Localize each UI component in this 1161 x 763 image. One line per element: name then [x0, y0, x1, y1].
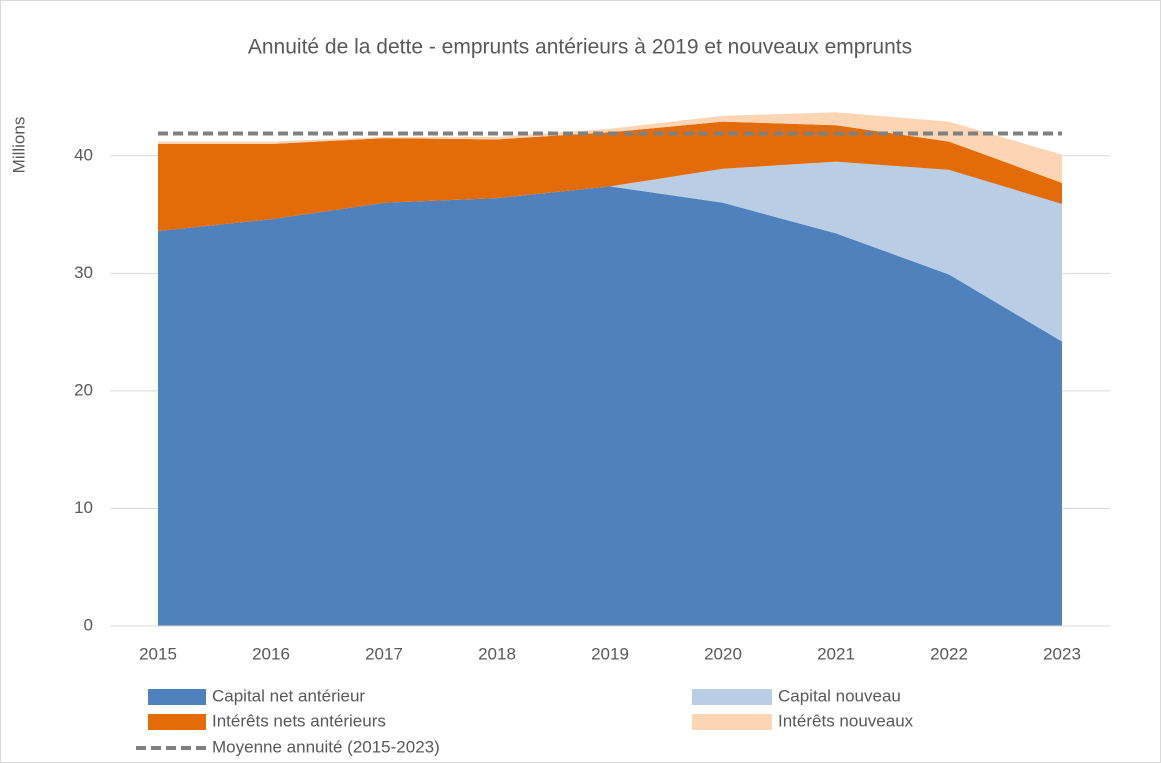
x-tick-label: 2021	[817, 644, 855, 663]
legend-label: Capital net antérieur	[212, 686, 365, 705]
legend-label: Capital nouveau	[778, 686, 901, 705]
area	[158, 161, 1062, 342]
x-tick-label: 2016	[252, 644, 290, 663]
x-tick-label: 2023	[1043, 644, 1081, 663]
legend-swatch	[692, 714, 772, 730]
area	[158, 121, 1062, 232]
x-tick-label: 2019	[591, 644, 629, 663]
y-axis-label: Millions	[9, 117, 28, 174]
area	[158, 186, 1062, 626]
legend-label: Intérêts nouveaux	[778, 711, 914, 730]
y-tick-label: 20	[74, 380, 93, 399]
legend-swatch	[148, 714, 206, 730]
x-tick-label: 2018	[478, 644, 516, 663]
legend-label: Moyenne annuité (2015-2023)	[212, 737, 440, 756]
y-tick-label: 10	[74, 498, 93, 517]
x-tick-label: 2022	[930, 644, 968, 663]
y-tick-label: 40	[74, 145, 93, 164]
chart-title: Annuité de la dette - emprunts antérieur…	[248, 36, 912, 59]
x-tick-label: 2020	[704, 644, 742, 663]
legend-swatch	[692, 689, 772, 705]
x-tick-label: 2015	[139, 644, 177, 663]
legend-label: Intérêts nets antérieurs	[212, 711, 386, 730]
x-tick-label: 2017	[365, 644, 403, 663]
y-tick-label: 0	[84, 615, 93, 634]
y-tick-label: 30	[74, 263, 93, 282]
legend-swatch	[148, 689, 206, 705]
